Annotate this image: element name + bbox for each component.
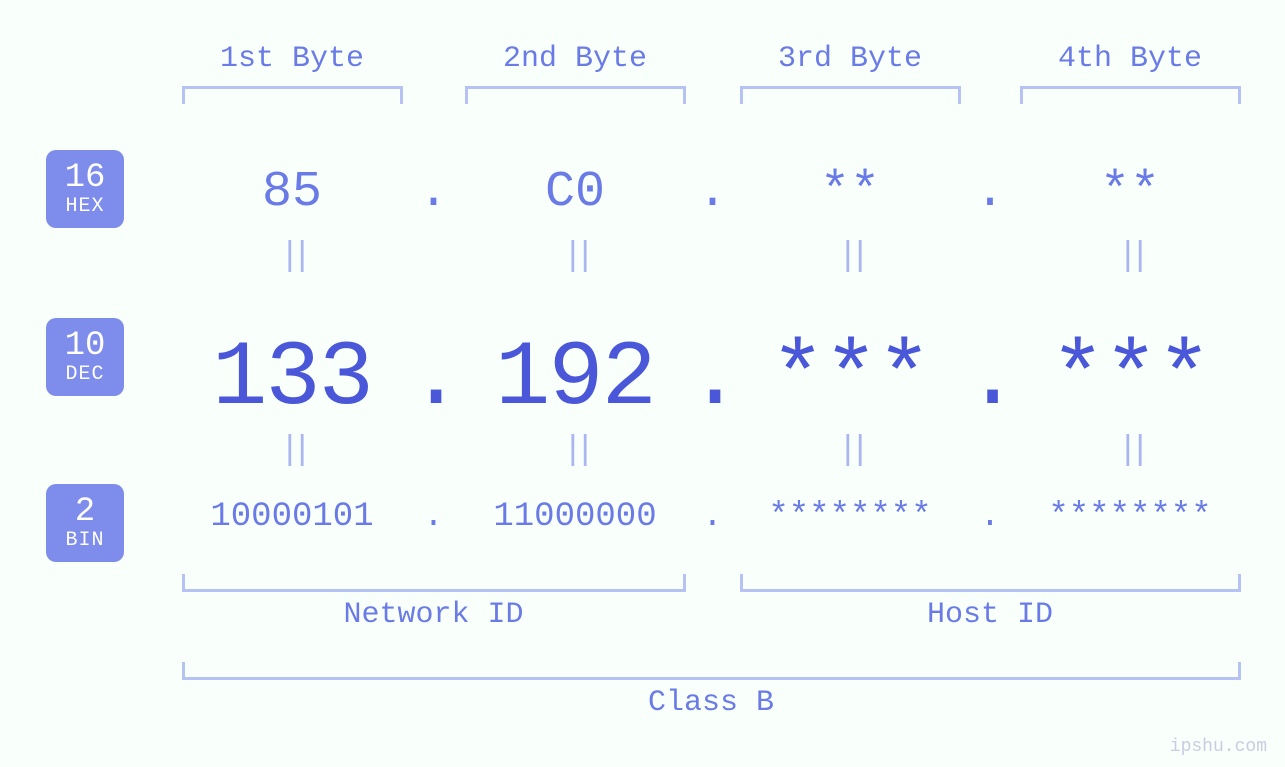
host-id-label: Host ID [740,598,1241,632]
bin-byte-2: 11000000 [445,498,705,536]
network-id-bracket [182,574,686,592]
hex-byte-4: ** [1000,164,1260,221]
bin-byte-1: 10000101 [162,498,422,536]
equals-r2-c3: || [835,432,865,470]
bin-byte-3: ******** [720,498,980,536]
bin-byte-4: ******** [1000,498,1260,536]
equals-r2-c2: || [560,432,590,470]
class-bracket [182,662,1241,680]
badge-num: 16 [65,161,106,197]
byte-bracket-3 [740,86,961,104]
badge-label: DEC [65,364,104,385]
hex-byte-2: C0 [445,164,705,221]
network-id-label: Network ID [182,598,686,632]
badge-num: 10 [65,329,106,365]
equals-r2-c4: || [1115,432,1145,470]
equals-r1-c3: || [835,238,865,276]
badge-bin: 2BIN [46,484,124,562]
hex-byte-3: ** [720,164,980,221]
badge-label: BIN [65,530,104,551]
watermark: ipshu.com [1170,737,1267,757]
equals-r1-c4: || [1115,238,1145,276]
equals-r1-c2: || [560,238,590,276]
equals-r1-c1: || [277,238,307,276]
byte-header-3: 3rd Byte [760,42,940,76]
byte-bracket-4 [1020,86,1241,104]
equals-r2-c1: || [277,432,307,470]
hex-byte-1: 85 [162,164,422,221]
byte-header-2: 2nd Byte [485,42,665,76]
badge-dec: 10DEC [46,318,124,396]
dec-byte-4: *** [1000,326,1260,431]
badge-hex: 16HEX [46,150,124,228]
dec-byte-1: 133 [162,326,422,431]
host-id-bracket [740,574,1241,592]
dec-byte-2: 192 [445,326,705,431]
badge-num: 2 [75,495,95,531]
byte-bracket-2 [465,86,686,104]
byte-header-4: 4th Byte [1040,42,1220,76]
byte-bracket-1 [182,86,403,104]
byte-header-1: 1st Byte [202,42,382,76]
dec-byte-3: *** [720,326,980,431]
badge-label: HEX [65,196,104,217]
class-label: Class B [182,686,1241,720]
